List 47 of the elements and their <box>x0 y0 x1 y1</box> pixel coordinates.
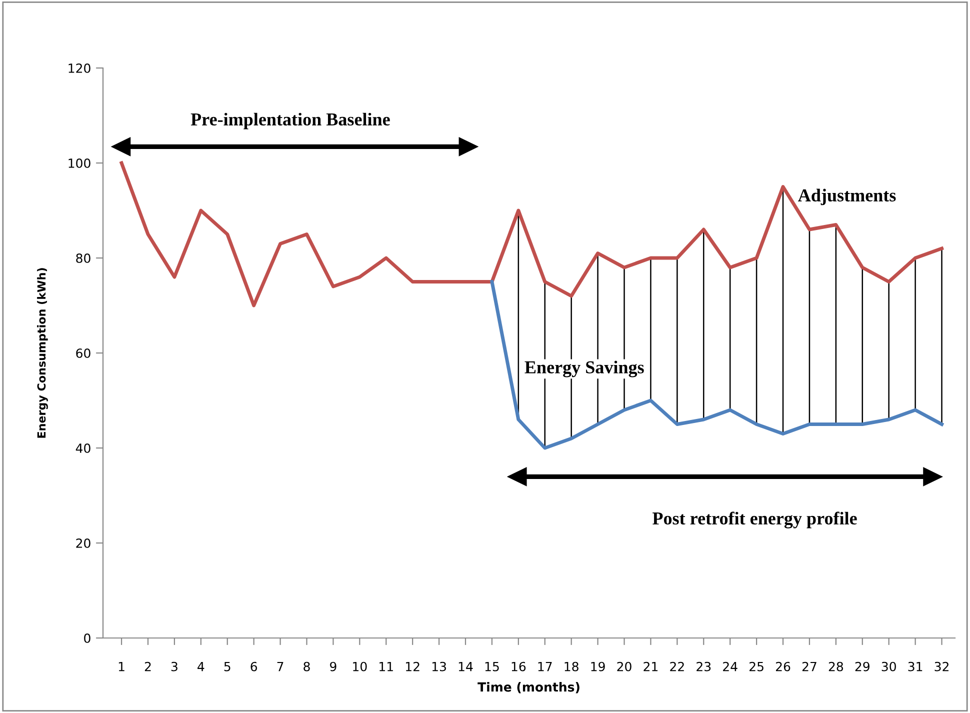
x-tick-label: 4 <box>198 662 204 672</box>
x-tick-label: 23 <box>696 662 711 672</box>
x-tick-label: 10 <box>353 662 367 672</box>
x-tick-label: 7 <box>277 662 284 672</box>
x-axis-title: Time (months) <box>478 682 580 694</box>
x-tick-label: 9 <box>330 662 336 672</box>
x-tick-label: 12 <box>406 662 420 672</box>
line-series <box>490 280 944 450</box>
y-tick-label: 60 <box>76 348 90 358</box>
x-tick-label: 8 <box>304 662 310 672</box>
y-tick-label: 80 <box>76 253 90 263</box>
x-tick-label: 32 <box>934 662 948 672</box>
x-tick-label: 30 <box>882 662 896 672</box>
y-axis-title: Energy Consumption (kWh) <box>37 268 48 438</box>
x-tick-label: 2 <box>144 662 151 672</box>
x-tick-label: 1 <box>118 662 124 672</box>
x-tick-label: 15 <box>485 662 499 672</box>
annotation: Energy Savings <box>524 360 644 378</box>
x-tick-label: 21 <box>644 662 658 672</box>
annotation: Post retrofit energy profile <box>652 512 857 528</box>
x-tick-label: 17 <box>538 662 552 672</box>
x-tick-label: 19 <box>591 662 605 672</box>
x-tick-label: 25 <box>750 662 764 672</box>
x-tick-label: 18 <box>564 662 578 672</box>
x-tick-label: 13 <box>432 662 446 672</box>
y-tick-label: 120 <box>68 63 90 73</box>
x-tick-label: 6 <box>250 662 258 672</box>
x-tick-label: 5 <box>224 662 230 672</box>
x-tick-label: 29 <box>855 662 870 672</box>
x-tick-label: 24 <box>723 662 738 672</box>
x-tick-label: 3 <box>171 662 178 672</box>
x-tick-label: 11 <box>380 662 393 672</box>
x-tick-label: 14 <box>458 662 473 672</box>
x-tick-label: 22 <box>670 662 684 672</box>
line-series <box>120 161 944 308</box>
y-tick-label: 40 <box>76 443 90 453</box>
x-tick-label: 27 <box>802 662 816 672</box>
y-tick-label: 20 <box>76 538 90 548</box>
x-tick-label: 20 <box>617 662 632 672</box>
x-tick-label: 26 <box>776 662 790 672</box>
x-tick-label: 31 <box>908 662 922 672</box>
annotation: Pre-implentation Baseline <box>190 112 390 130</box>
y-tick-label: 100 <box>68 158 90 168</box>
x-tick-label: 16 <box>512 662 526 672</box>
y-tick-label: 0 <box>84 633 90 643</box>
x-tick-label: 28 <box>828 662 844 672</box>
annotation: Adjustments <box>798 188 896 206</box>
